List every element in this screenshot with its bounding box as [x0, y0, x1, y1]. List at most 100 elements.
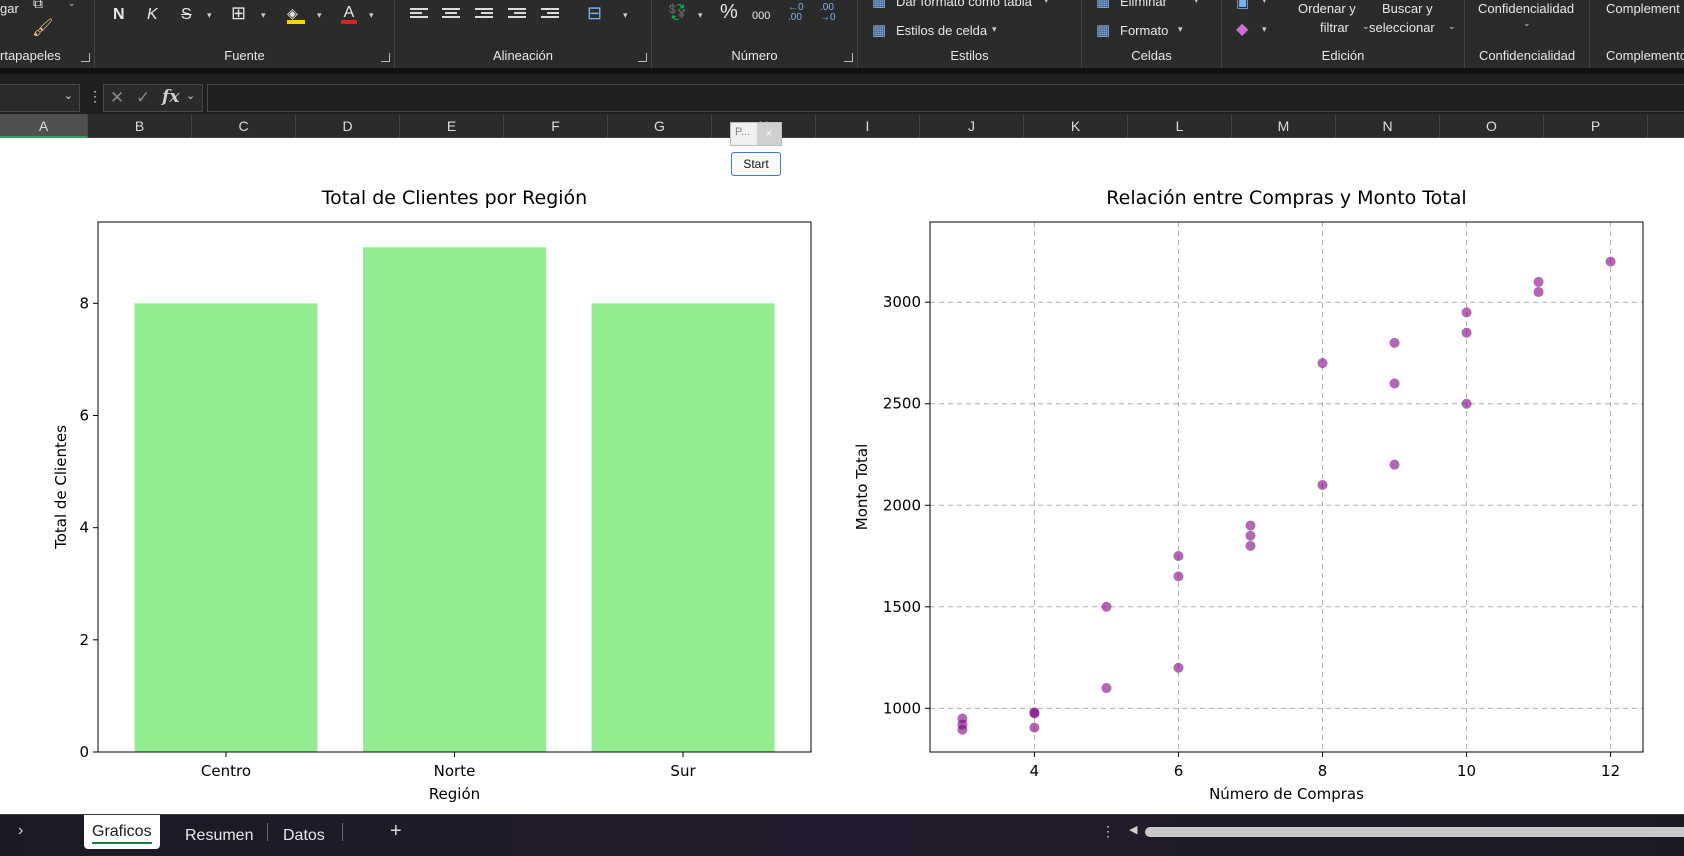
chevron-down-icon[interactable]: ▾: [207, 10, 212, 20]
clear-eraser-icon[interactable]: ◆: [1236, 21, 1249, 38]
sort-filter-line2[interactable]: filtrar: [1320, 20, 1349, 35]
mini-window-close-button[interactable]: ×: [757, 123, 781, 145]
copy-icon[interactable]: ⧉: [33, 0, 43, 11]
more-options-icon[interactable]: ⋮: [88, 88, 102, 104]
fill-color-icon[interactable]: ◈: [287, 4, 305, 24]
cell-styles-icon[interactable]: ▦: [872, 22, 887, 39]
chevron-down-icon[interactable]: ▾: [317, 10, 322, 20]
chevron-down-icon[interactable]: ▾: [698, 10, 703, 20]
italic-button[interactable]: K: [147, 6, 158, 23]
delete-cells-icon[interactable]: ▦: [1096, 0, 1111, 10]
column-header-k[interactable]: K: [1024, 114, 1128, 138]
format-as-table-button[interactable]: Dar formato como tabla: [896, 0, 1032, 9]
dialog-launcher-icon[interactable]: [381, 53, 390, 62]
format-button[interactable]: Formato: [1120, 23, 1169, 38]
align-left-icon[interactable]: [410, 8, 428, 22]
insert-function-button[interactable]: fx: [162, 87, 180, 107]
cancel-entry-button[interactable]: ✕: [110, 88, 125, 107]
decrease-decimal-button[interactable]: .00 →0: [820, 2, 836, 23]
dialog-launcher-icon[interactable]: [81, 53, 90, 62]
strikethrough-button[interactable]: S: [181, 6, 192, 23]
find-select-line2[interactable]: seleccionar: [1369, 20, 1435, 35]
confirm-entry-button[interactable]: ✓: [136, 88, 151, 107]
column-header-f[interactable]: F: [504, 114, 608, 138]
sort-filter-line1[interactable]: Ordenar y: [1298, 1, 1356, 16]
scroll-left-icon[interactable]: ◀: [1129, 824, 1138, 836]
scatter-point: [1317, 479, 1328, 490]
format-cells-icon[interactable]: ▦: [1096, 22, 1111, 39]
column-header-g[interactable]: G: [608, 114, 712, 138]
formula-input[interactable]: [207, 84, 1684, 112]
styles-group: ▦ Dar formato como tabla ▾ ▦ Estilos de …: [858, 0, 1082, 68]
chart-title: Relación entre Compras y Monto Total: [1106, 187, 1466, 209]
delete-button[interactable]: Eliminar: [1120, 0, 1167, 9]
fill-icon[interactable]: ▣: [1236, 0, 1250, 10]
column-header-n[interactable]: N: [1336, 114, 1440, 138]
bold-button[interactable]: N: [113, 6, 125, 23]
borders-icon[interactable]: ⊞: [231, 3, 247, 23]
format-painter-icon[interactable]: 🖌: [32, 18, 54, 37]
font-color-button[interactable]: A: [341, 4, 357, 24]
find-select-line1[interactable]: Buscar y: [1382, 1, 1433, 16]
dialog-launcher-icon[interactable]: [638, 53, 647, 62]
sheet-tab-graficos[interactable]: Graficos: [84, 815, 160, 849]
cell-styles-button[interactable]: Estilos de celda: [896, 23, 988, 38]
chevron-down-icon[interactable]: ⌄: [186, 90, 196, 102]
name-box[interactable]: ⌄: [0, 84, 80, 112]
sheet-tab-resumen[interactable]: Resumen: [185, 827, 254, 844]
column-header-a[interactable]: A: [0, 114, 88, 138]
chevron-down-icon[interactable]: ⌄: [68, 0, 76, 8]
column-header-l[interactable]: L: [1128, 114, 1232, 138]
column-header-b[interactable]: B: [88, 114, 192, 138]
dialog-launcher-icon[interactable]: [844, 53, 853, 62]
table-format-icon[interactable]: ▦: [872, 0, 887, 10]
chevron-down-icon[interactable]: ⌄: [1362, 21, 1370, 31]
chevron-down-icon[interactable]: ▾: [1178, 24, 1183, 34]
chevron-down-icon[interactable]: ▾: [261, 10, 266, 20]
chevron-down-icon[interactable]: ▾: [1262, 24, 1267, 34]
sensitivity-button[interactable]: Confidencialidad: [1478, 1, 1575, 16]
column-header-j[interactable]: J: [920, 114, 1024, 138]
chevron-down-icon[interactable]: ▾: [1044, 0, 1049, 5]
align-right-icon[interactable]: [475, 8, 493, 22]
thousands-separator-button[interactable]: 000: [752, 10, 771, 22]
paste-label[interactable]: gar: [0, 1, 19, 16]
column-header-p[interactable]: P: [1544, 114, 1648, 138]
increase-decimal-button[interactable]: ←0 .00: [788, 2, 804, 23]
cells-group-label: Celdas: [1131, 48, 1172, 63]
y-tick-label: 3000: [883, 293, 921, 311]
column-headers: ABCDEFGHIJKLMNOP: [0, 114, 1684, 138]
addins-button[interactable]: Complement: [1606, 1, 1680, 16]
chevron-down-icon[interactable]: ▾: [992, 24, 997, 34]
chevron-down-icon[interactable]: ⌄: [1523, 18, 1531, 28]
column-header-o[interactable]: O: [1440, 114, 1544, 138]
start-button[interactable]: Start: [731, 152, 781, 176]
addins-group-label: Complementos: [1606, 48, 1684, 63]
y-tick-label: 1500: [883, 598, 921, 616]
more-options-icon[interactable]: ⋮: [1101, 823, 1115, 839]
column-header-e[interactable]: E: [400, 114, 504, 138]
y-tick-label: 8: [79, 294, 89, 312]
chevron-right-icon[interactable]: ›: [18, 822, 24, 839]
chevron-down-icon[interactable]: ⌄: [63, 90, 73, 102]
increase-indent-icon[interactable]: [541, 8, 559, 22]
percent-button[interactable]: %: [720, 1, 738, 23]
currency-format-icon[interactable]: 💱: [668, 4, 687, 21]
horizontal-scrollbar[interactable]: [1145, 827, 1684, 837]
chevron-down-icon[interactable]: ▾: [623, 10, 628, 20]
decrease-indent-icon[interactable]: [508, 8, 526, 22]
chevron-down-icon[interactable]: ▾: [1262, 0, 1267, 5]
chevron-down-icon[interactable]: ▾: [369, 10, 374, 20]
column-header-i[interactable]: I: [816, 114, 920, 138]
add-sheet-button[interactable]: +: [390, 820, 402, 842]
column-header-d[interactable]: D: [296, 114, 400, 138]
align-center-icon[interactable]: [442, 8, 460, 22]
merge-center-icon[interactable]: ⊟: [587, 3, 603, 23]
column-header-c[interactable]: C: [192, 114, 296, 138]
y-tick-label: 0: [79, 743, 89, 761]
worksheet-area[interactable]: 0 2 4 6 8 Centro Norte Sur Total de Clientes por…: [0, 138, 1684, 814]
chevron-down-icon[interactable]: ▾: [1194, 0, 1199, 5]
chevron-down-icon[interactable]: ⌄: [1448, 21, 1456, 31]
column-header-m[interactable]: M: [1232, 114, 1336, 138]
sheet-tab-datos[interactable]: Datos: [283, 827, 325, 844]
